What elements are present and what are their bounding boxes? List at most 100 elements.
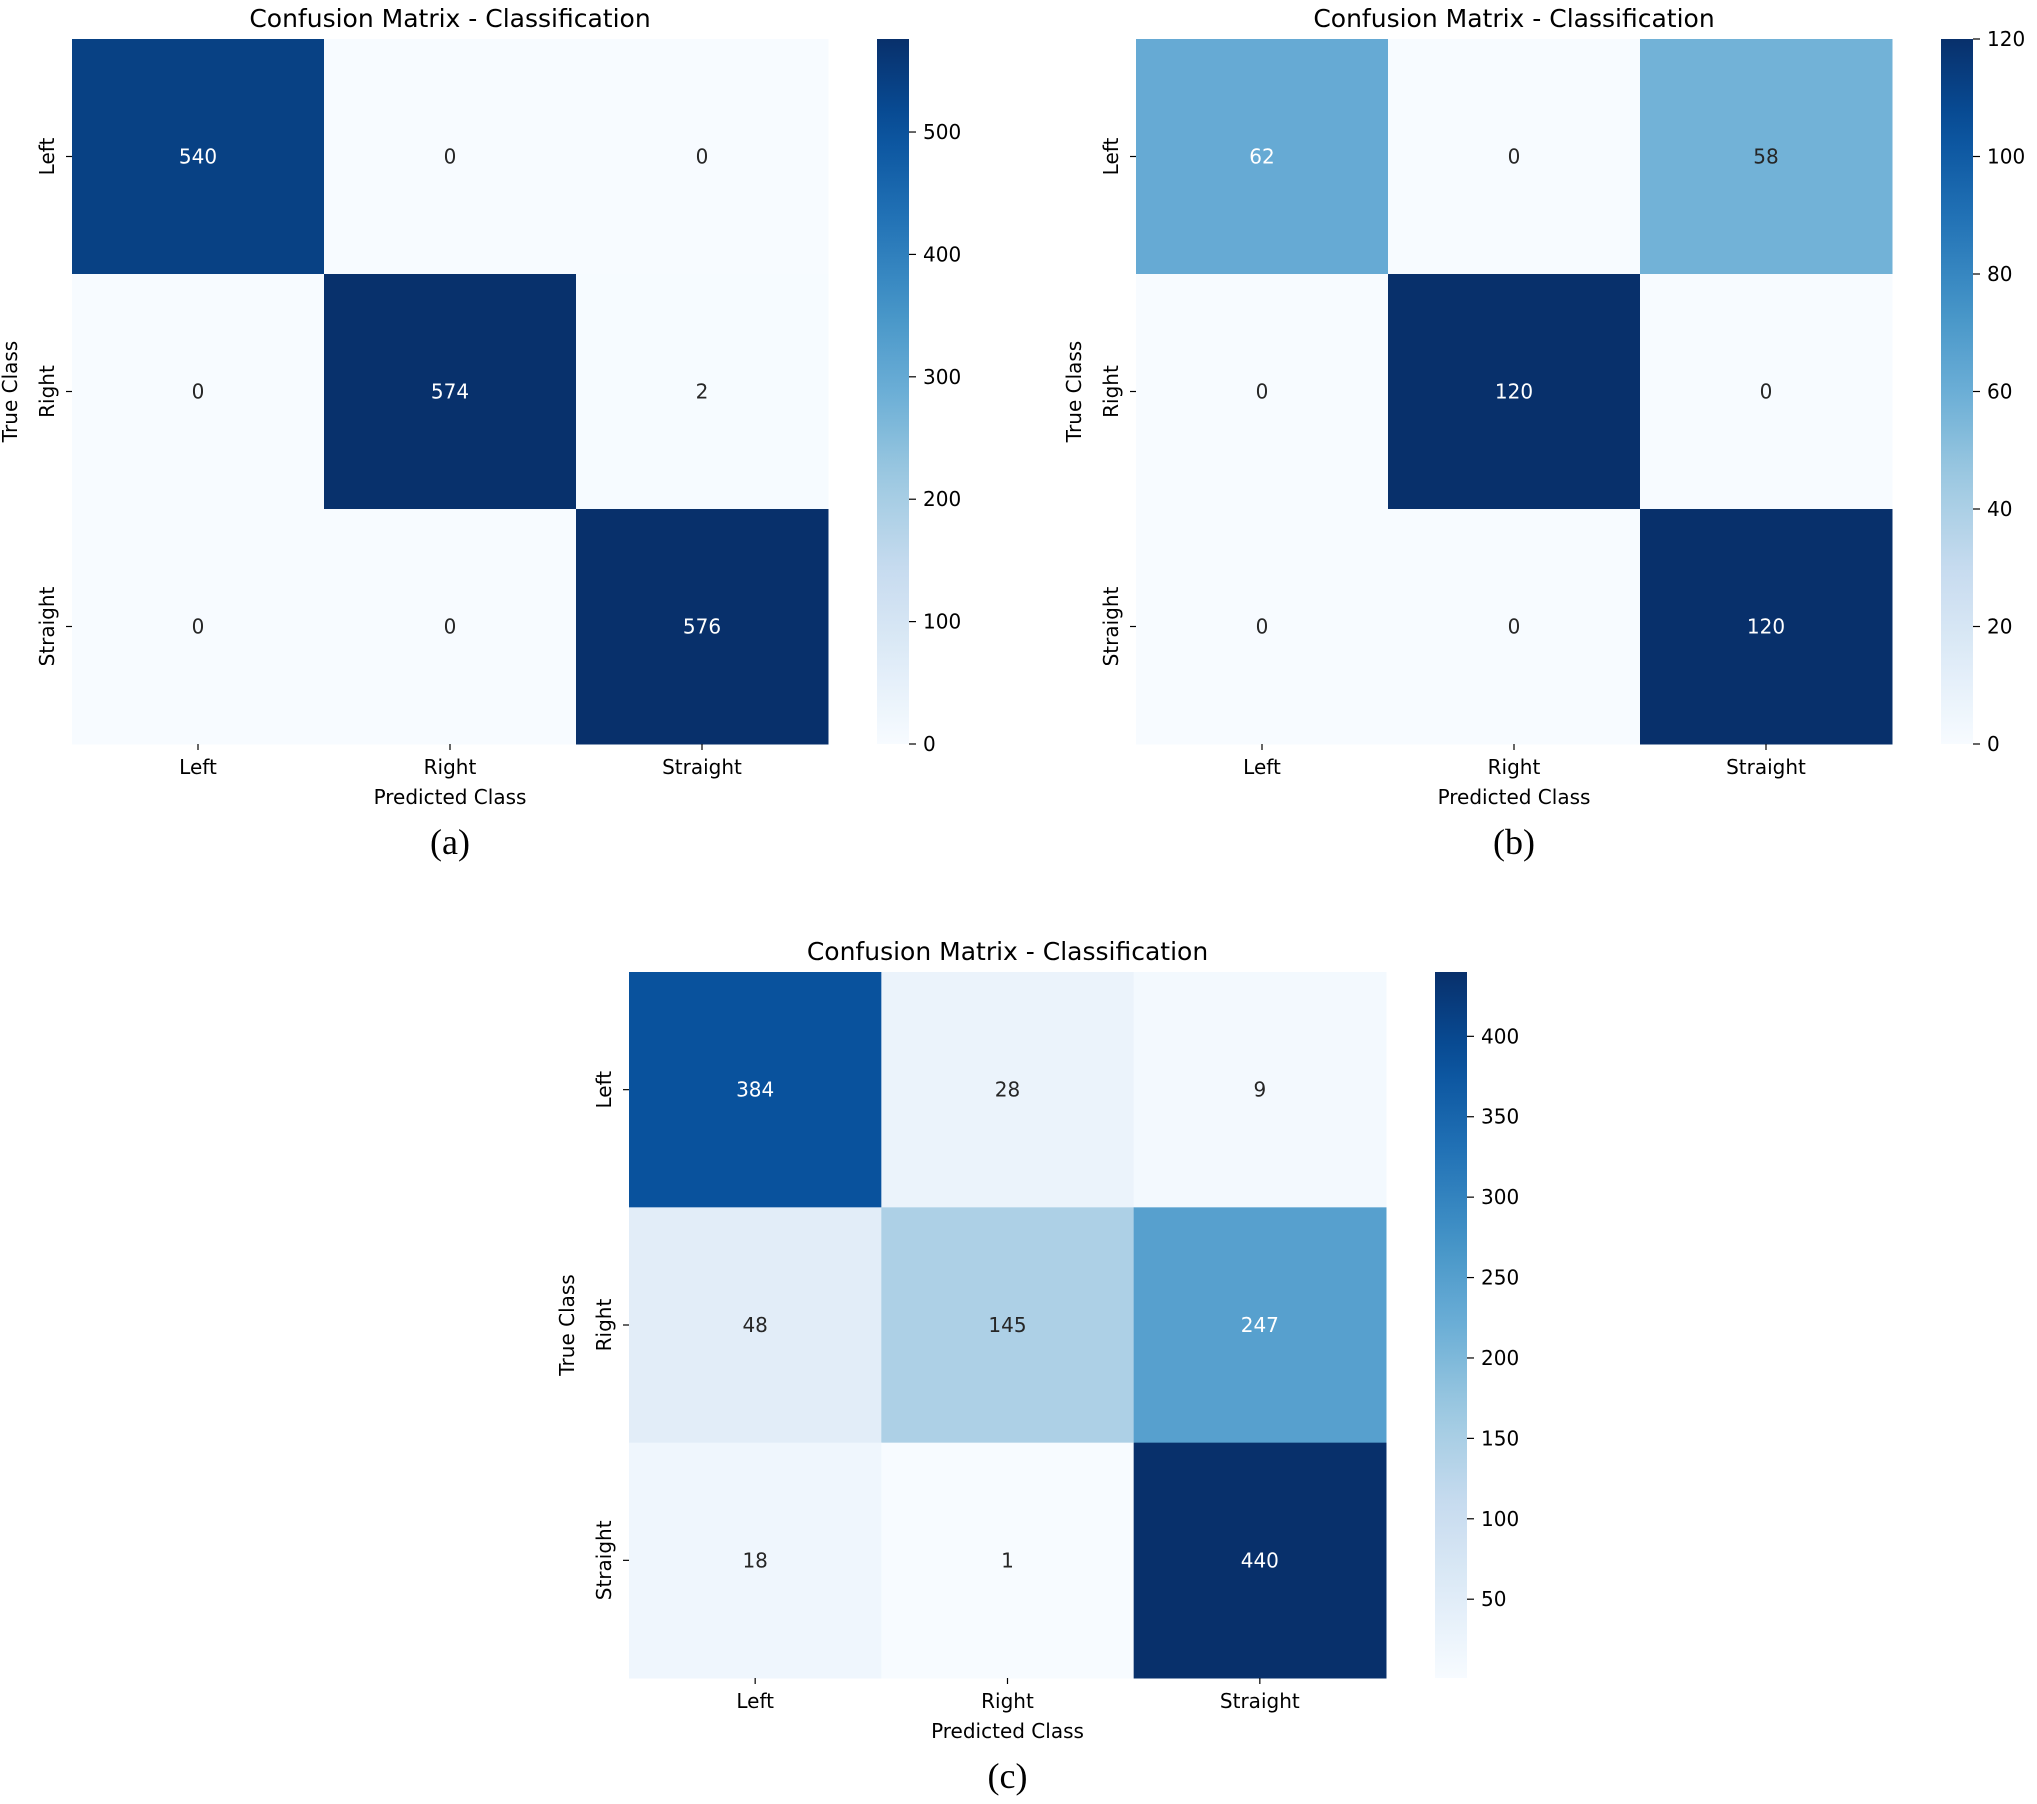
x-tick-label: Right [424, 755, 477, 779]
heatmap-cell [1640, 39, 1893, 275]
colorbar [1435, 972, 1467, 1678]
cell-value-label: 574 [431, 380, 469, 404]
chart-title: Confusion Matrix - Classification [807, 937, 1208, 966]
heatmap-cell [72, 274, 325, 510]
cell-value-label: 0 [192, 615, 205, 639]
cell-value-label: 145 [988, 1313, 1026, 1337]
y-tick-label: Straight [35, 586, 59, 666]
colorbar-tick-label: 100 [923, 610, 961, 634]
y-tick-label: Right [592, 1299, 616, 1352]
y-tick-label: Right [1099, 365, 1123, 418]
heatmap-cell [629, 1207, 882, 1444]
subfigure-caption: (b) [1493, 822, 1535, 862]
colorbar-tick-label: 150 [1481, 1426, 1519, 1450]
colorbar-tick-label: 200 [923, 487, 961, 511]
colorbar-tick-label: 40 [1987, 497, 2012, 521]
heatmap-cell [1388, 274, 1641, 510]
y-axis-label: True Class [0, 341, 22, 443]
cell-value-label: 48 [742, 1313, 767, 1337]
confusion-matrix-3: 384 28 9 48 145 247 18 1 440 Confusion Matrix - C… [555, 937, 1519, 1796]
cell-value-label: 0 [1256, 380, 1269, 404]
cell-value-label: 247 [1241, 1313, 1279, 1337]
cell-value-label: 0 [1256, 615, 1269, 639]
chart-title: Confusion Matrix - Classification [249, 4, 650, 33]
heatmap-cell [324, 509, 577, 745]
cell-value-label: 0 [1508, 145, 1521, 169]
cell-value-label: 62 [1249, 145, 1274, 169]
colorbar-tick-label: 300 [923, 365, 961, 389]
heatmap-cell [881, 1207, 1135, 1444]
x-tick-label: Left [179, 755, 217, 779]
x-tick-label: Right [1488, 755, 1541, 779]
cell-value-label: 58 [1753, 145, 1778, 169]
cell-value-label: 576 [683, 615, 721, 639]
colorbar-tick-label: 120 [1987, 27, 2025, 51]
colorbar-tick-label: 60 [1987, 380, 2012, 404]
colorbar [877, 39, 909, 744]
cell-value-label: 0 [696, 145, 709, 169]
x-tick-label: Right [981, 1689, 1034, 1713]
y-tick-label: Left [1099, 138, 1123, 176]
confusion-matrix-2: 62 0 58 0 120 0 0 0 120 Confusion Matrix - Classi… [1062, 4, 2025, 862]
heatmap-cell [629, 972, 882, 1208]
heatmap-cell [324, 274, 577, 510]
heatmap-cell [1640, 274, 1893, 510]
y-axis-label: True Class [555, 1274, 579, 1376]
x-tick-label: Straight [1726, 755, 1806, 779]
colorbar-tick-label: 20 [1987, 615, 2012, 639]
y-tick-label: Left [592, 1071, 616, 1109]
colorbar-tick-label: 300 [1481, 1185, 1519, 1209]
cell-value-label: 28 [995, 1078, 1020, 1102]
cell-value-label: 120 [1747, 615, 1785, 639]
y-tick-label: Left [35, 138, 59, 176]
colorbar-tick-label: 400 [1481, 1024, 1519, 1048]
colorbar-tick-label: 400 [923, 242, 961, 266]
heatmap-cell [1133, 972, 1387, 1208]
x-axis-label: Predicted Class [931, 1719, 1084, 1743]
colorbar-tick-label: 80 [1987, 262, 2012, 286]
heatmap-cell [1133, 1442, 1387, 1679]
heatmap-cell [1133, 1207, 1387, 1444]
cell-value-label: 9 [1253, 1078, 1266, 1102]
heatmap-cell [1388, 509, 1641, 745]
cell-value-label: 0 [444, 145, 457, 169]
y-axis-label: True Class [1062, 341, 1086, 443]
heatmap-cell [72, 509, 325, 745]
cell-value-label: 384 [736, 1078, 774, 1102]
heatmap-cell [881, 1442, 1135, 1679]
x-tick-label: Left [1243, 755, 1281, 779]
y-tick-label: Straight [592, 1520, 616, 1600]
y-tick-label: Right [35, 365, 59, 418]
colorbar-tick-label: 50 [1481, 1587, 1506, 1611]
heatmap-cell [629, 1442, 882, 1679]
cell-value-label: 0 [192, 380, 205, 404]
subfigure-caption: (c) [988, 1756, 1028, 1796]
heatmap-cell [1136, 39, 1389, 275]
colorbar [1941, 39, 1973, 744]
cell-value-label: 0 [1760, 380, 1773, 404]
heatmap-cell [72, 39, 325, 275]
colorbar-tick-label: 0 [923, 732, 936, 756]
colorbar-tick-label: 250 [1481, 1266, 1519, 1290]
colorbar-tick-label: 500 [923, 120, 961, 144]
cell-value-label: 540 [179, 145, 217, 169]
heatmap-cell [576, 509, 829, 745]
colorbar-tick-label: 350 [1481, 1105, 1519, 1129]
colorbar-tick-label: 200 [1481, 1346, 1519, 1370]
x-axis-label: Predicted Class [374, 785, 527, 809]
x-tick-label: Straight [1220, 1689, 1300, 1713]
cell-value-label: 2 [696, 380, 709, 404]
x-tick-label: Left [736, 1689, 774, 1713]
heatmap-cell [881, 972, 1135, 1208]
x-tick-label: Straight [662, 755, 742, 779]
heatmap-cell [1136, 509, 1389, 745]
subfigure-caption: (a) [430, 822, 470, 862]
cell-value-label: 1 [1001, 1548, 1014, 1572]
x-axis-label: Predicted Class [1438, 785, 1591, 809]
chart-title: Confusion Matrix - Classification [1313, 4, 1714, 33]
heatmap-cell [576, 39, 829, 275]
heatmap-cell [1136, 274, 1389, 510]
heatmap-cell [1640, 509, 1893, 745]
